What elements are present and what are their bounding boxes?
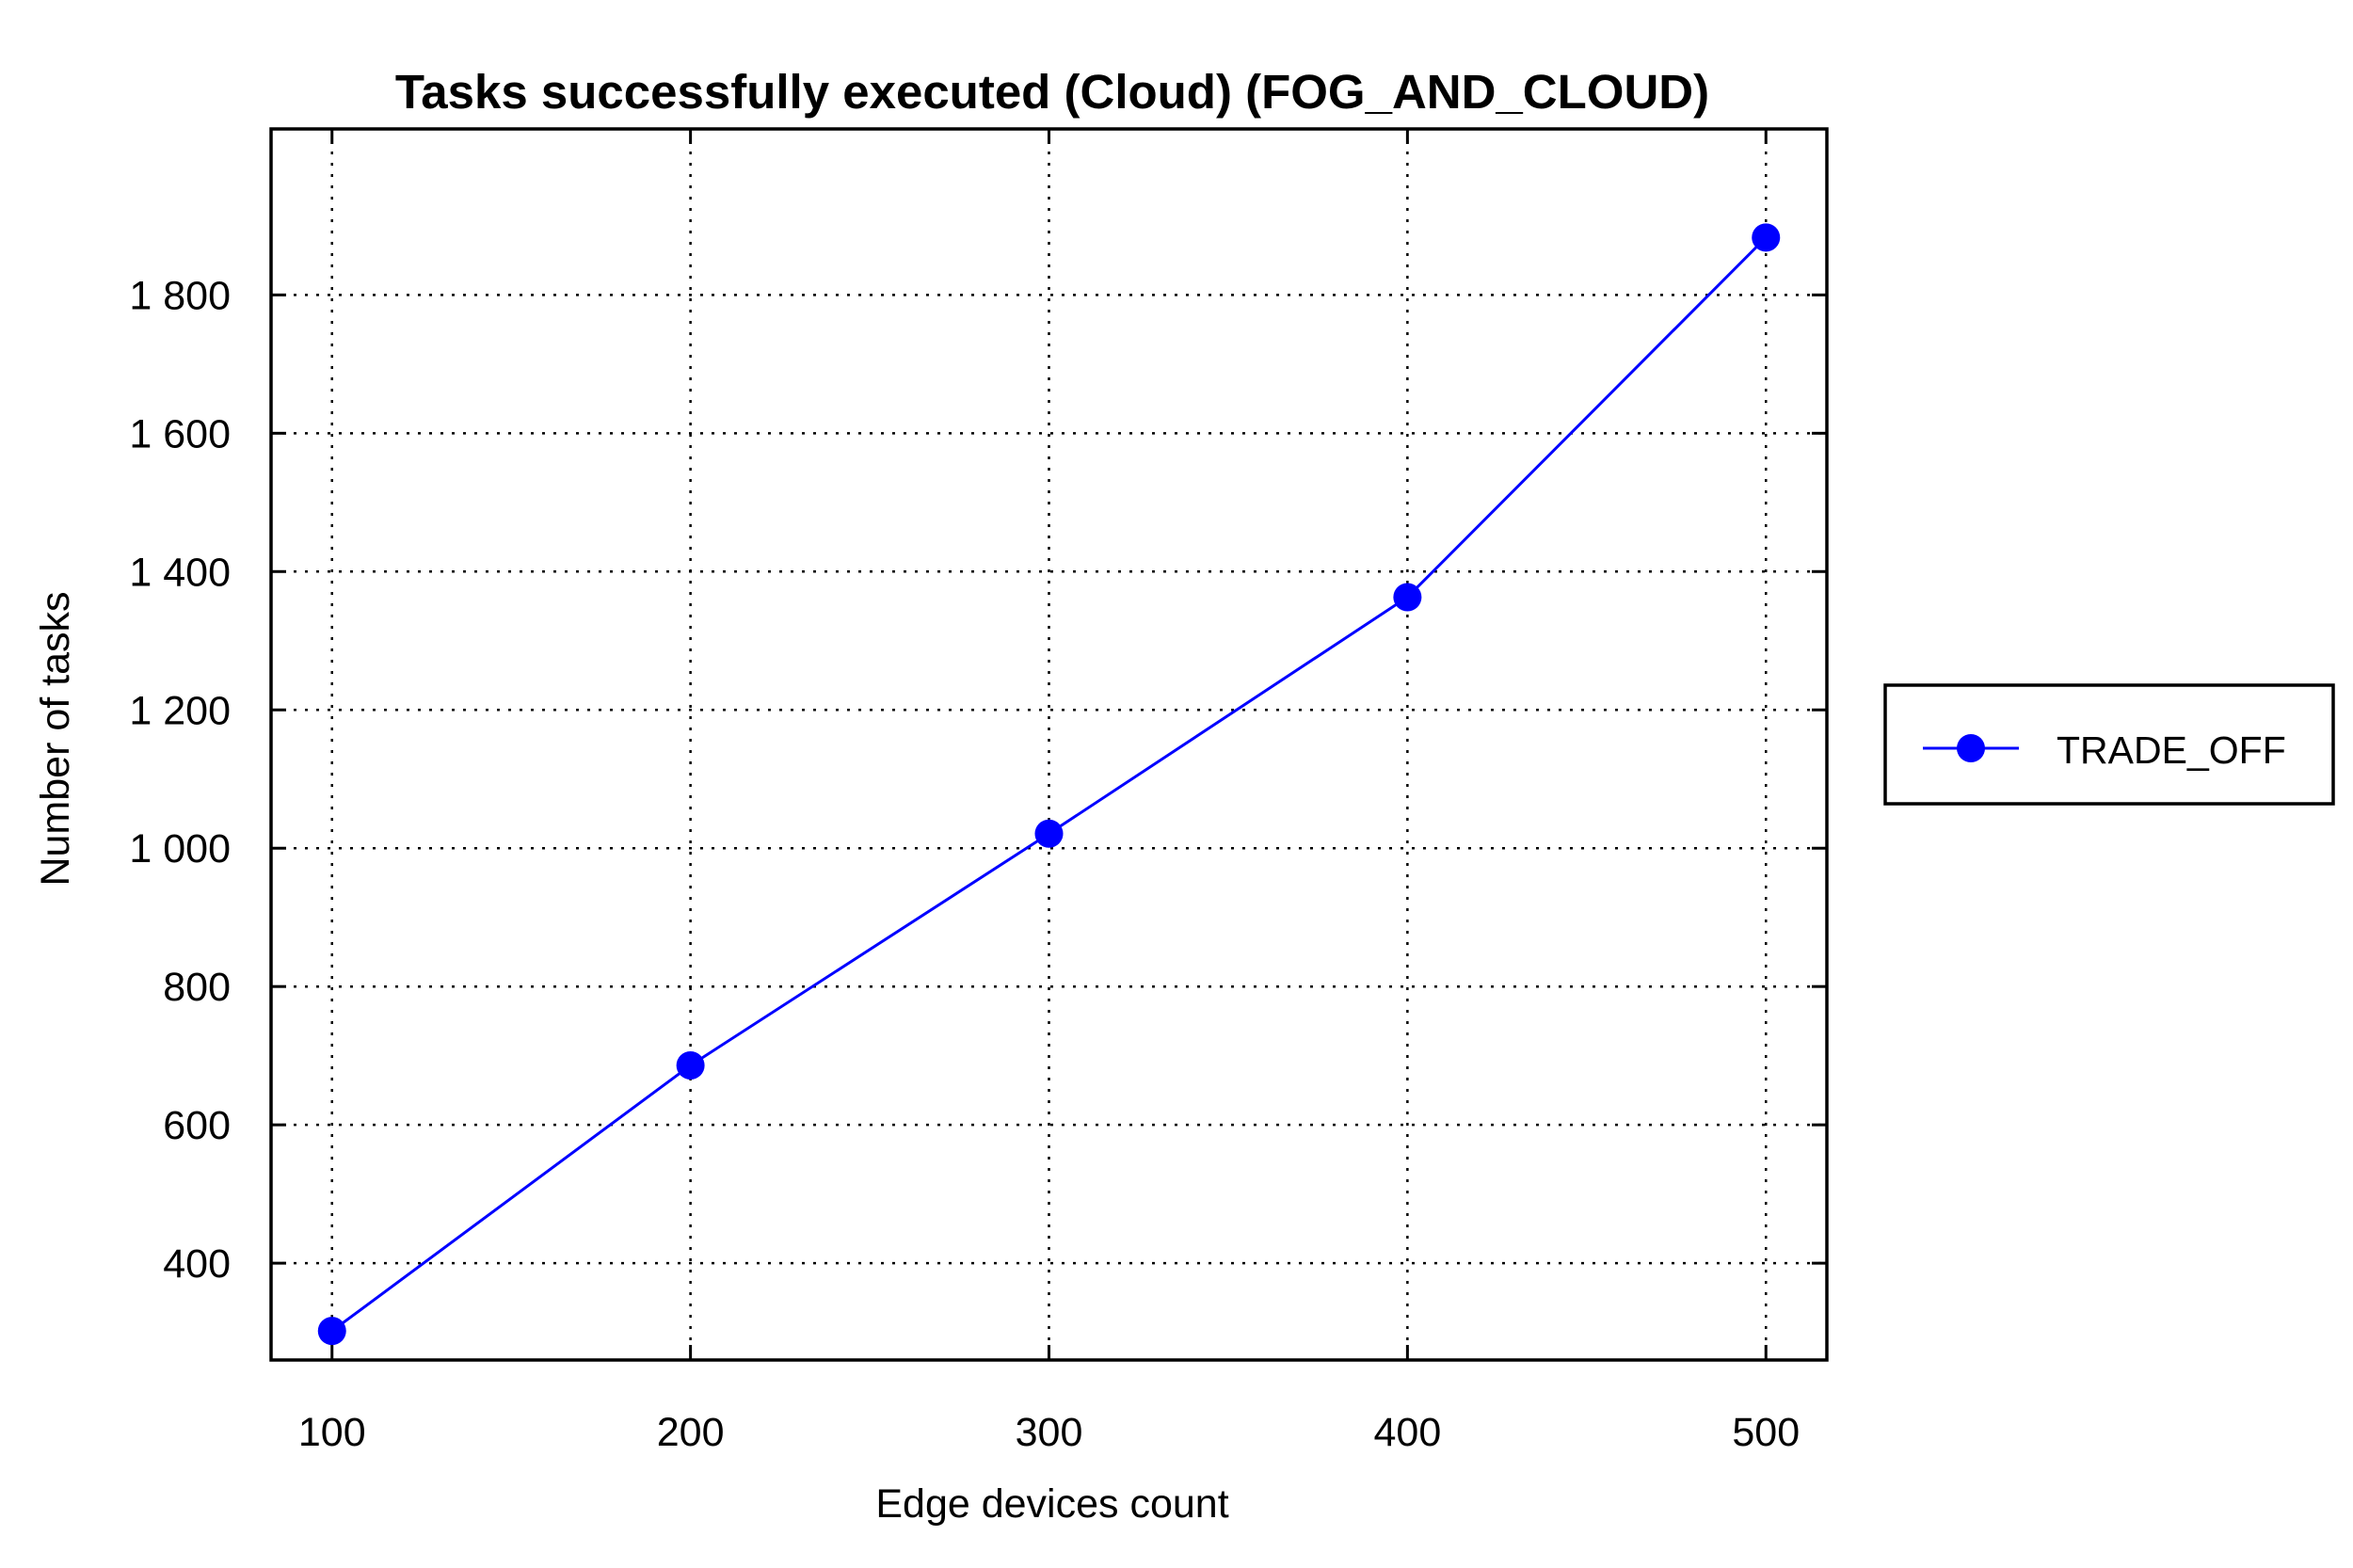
y-tick-labels: 400 600 800 1 000 1 200 1 400 1 600 1 800: [129, 273, 231, 1287]
y-tick-label: 1 200: [129, 688, 231, 733]
y-tick-label: 600: [163, 1103, 231, 1148]
data-point: [676, 1050, 705, 1080]
x-tick-label: 100: [298, 1410, 366, 1455]
chart-title: Tasks successfully executed (Cloud) (FOG…: [395, 65, 1709, 119]
y-axis-label: Number of tasks: [33, 591, 78, 886]
x-axis-label: Edge devices count: [875, 1481, 1228, 1527]
data-point: [1393, 583, 1422, 612]
x-tick-labels: 100 200 300 400 500: [298, 1410, 1800, 1455]
legend: TRADE_OFF: [1883, 683, 2335, 806]
data-point: [317, 1317, 346, 1346]
y-tick-label: 1 600: [129, 411, 231, 456]
y-tick-label: 1 800: [129, 273, 231, 318]
y-tick-label: 800: [163, 965, 231, 1010]
data-point: [1034, 819, 1064, 848]
data-point: [1752, 223, 1781, 252]
ticks: [271, 129, 1827, 1360]
x-tick-label: 500: [1732, 1410, 1800, 1455]
grid: [271, 129, 1827, 1360]
x-tick-label: 200: [657, 1410, 725, 1455]
y-tick-label: 1 400: [129, 550, 231, 595]
y-tick-label: 1 000: [129, 826, 231, 872]
x-tick-label: 300: [1016, 1410, 1083, 1455]
series-layer: [317, 223, 1781, 1346]
y-tick-label: 400: [163, 1241, 231, 1287]
plot-frame: [269, 127, 1829, 1362]
legend-marker: [1957, 734, 1985, 762]
legend-label: TRADE_OFF: [2057, 728, 2286, 772]
x-tick-label: 400: [1374, 1410, 1442, 1455]
